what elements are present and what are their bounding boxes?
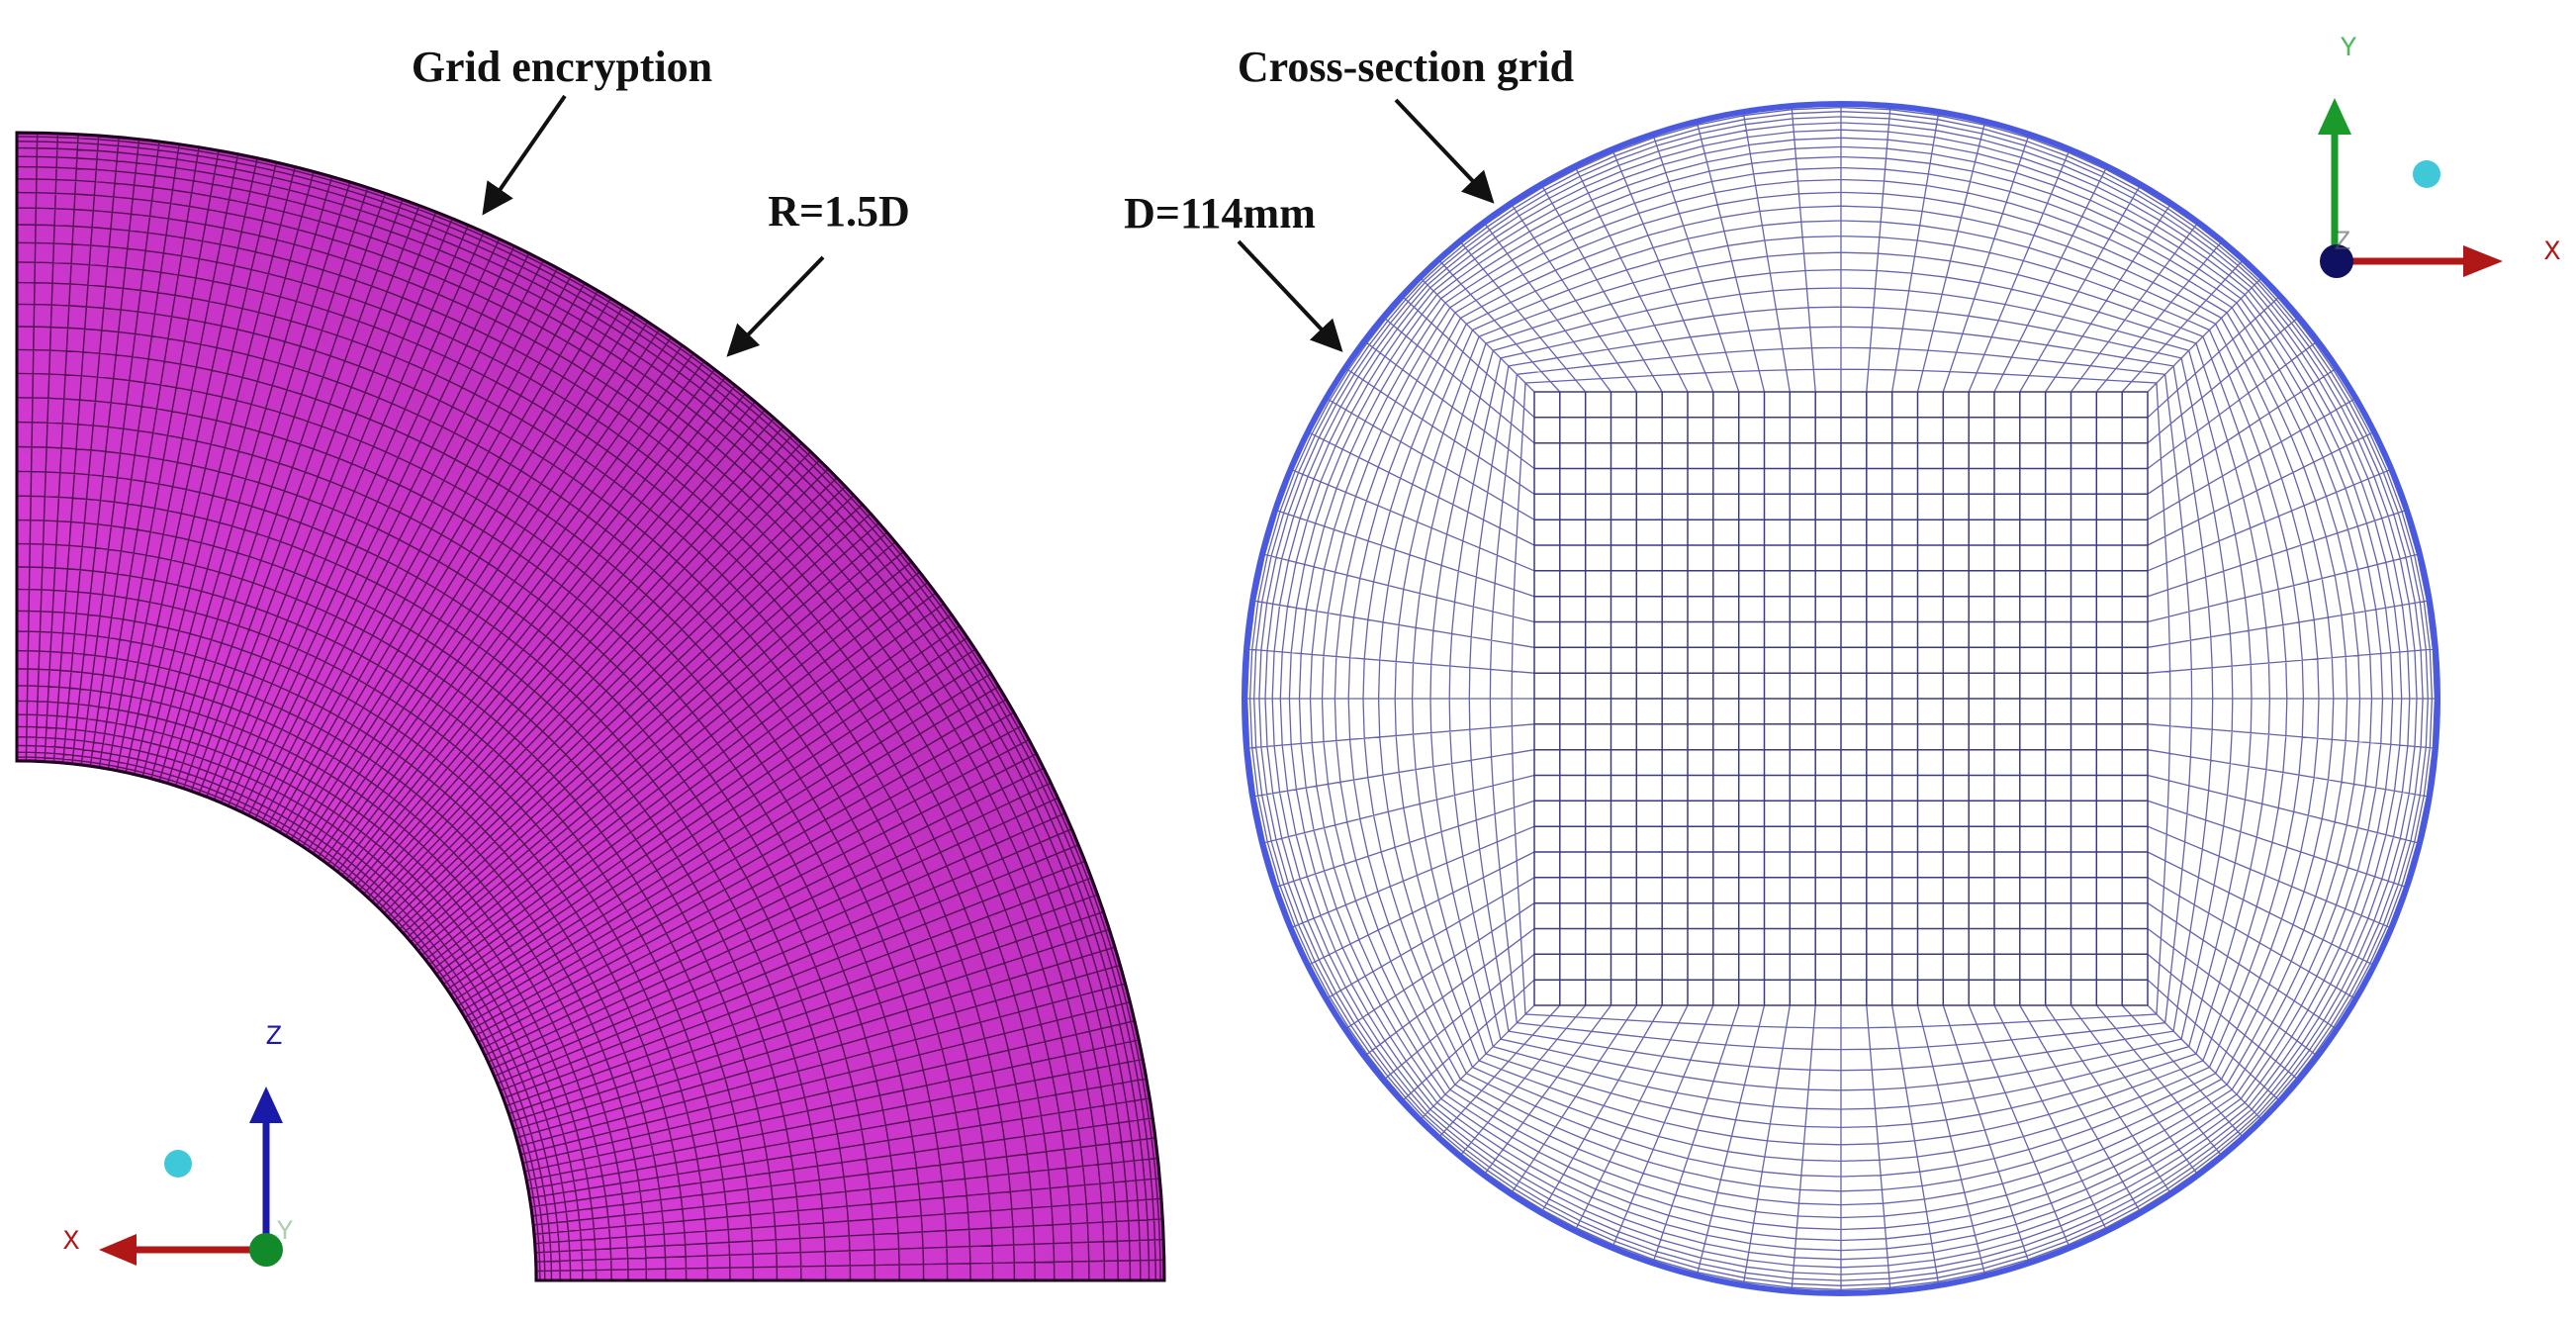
annotation: D=114mm xyxy=(1124,189,1316,237)
origin xyxy=(249,1233,283,1267)
x-arrowhead xyxy=(99,1234,137,1266)
annotation: Cross-section grid xyxy=(1238,43,1574,91)
x-arrowhead xyxy=(2463,245,2503,277)
origin xyxy=(2320,244,2353,278)
axis-label: X xyxy=(2544,237,2561,268)
arrow xyxy=(482,94,567,216)
y-arrowhead xyxy=(2318,98,2351,135)
axis-label: Y xyxy=(277,1217,294,1248)
axis-triad: Z X Y xyxy=(63,1022,294,1267)
arrow xyxy=(1394,98,1495,204)
axis-label: Z xyxy=(2335,228,2351,258)
annotation: R=1.5D xyxy=(768,187,910,236)
annotation: Grid encryption xyxy=(412,43,712,91)
axis-label: X xyxy=(63,1227,80,1258)
arrow xyxy=(1237,239,1343,352)
axis-triad: Y X Z xyxy=(2318,34,2561,278)
bend-mesh xyxy=(15,131,1166,1282)
axis-label: Y xyxy=(2341,34,2357,64)
o-grid-lines xyxy=(1244,102,2438,1295)
cross-section-mesh xyxy=(1242,101,2440,1296)
arrow xyxy=(726,255,825,357)
light-ball xyxy=(164,1150,192,1178)
axis-label: Z xyxy=(266,1022,283,1053)
light-ball xyxy=(2413,160,2440,188)
z-arrowhead xyxy=(249,1087,283,1123)
pipe-wall xyxy=(1242,101,2440,1296)
bend-grid-lines xyxy=(16,133,1164,1281)
core-grid-lines xyxy=(1533,391,2149,1006)
